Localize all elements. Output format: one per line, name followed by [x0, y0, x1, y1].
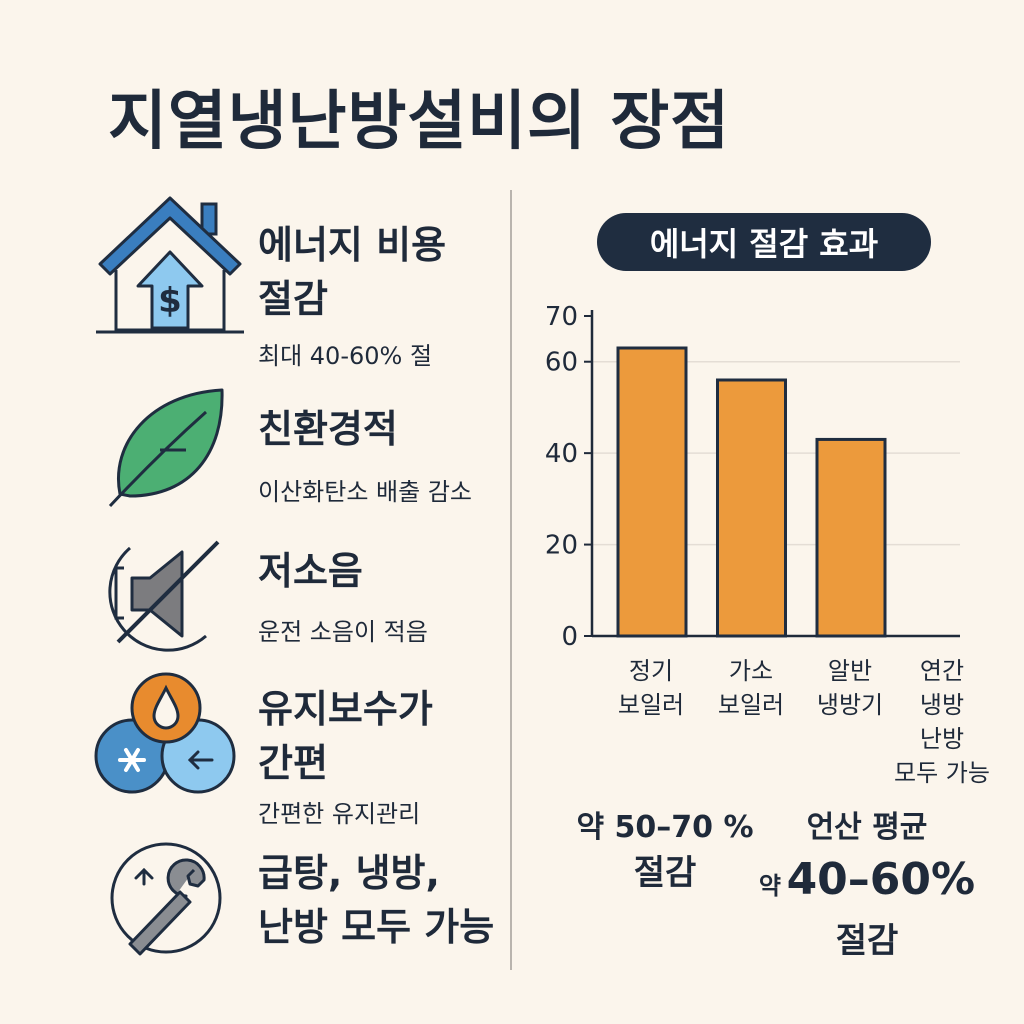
benefit-title: 간편	[258, 741, 328, 785]
benefit-title: 절감	[258, 277, 328, 321]
y-tick-label: 70	[545, 302, 578, 332]
svg-text:$: $	[158, 281, 182, 321]
savings-note-left-line2: 절감	[633, 853, 697, 893]
category-label-line: 난방	[919, 725, 965, 753]
savings-note-right-top: 언산 평균	[806, 810, 928, 845]
category-label-line: 보일러	[617, 691, 685, 719]
bar	[815, 437, 887, 638]
muted-speaker-icon	[90, 538, 250, 662]
benefit-title: 에너지 비용	[258, 223, 447, 267]
savings-note-right-bottom: 절감	[835, 921, 899, 961]
category-label: 가소 보일러	[696, 654, 806, 722]
category-label-line: 냉방	[919, 691, 965, 719]
savings-note-left-line1: 약 50–70 %	[576, 810, 754, 845]
benefit-energy-cost: $ 에너지 비용 절감 최대 40-60% 절	[0, 190, 510, 380]
category-label-line: 가소	[728, 657, 774, 685]
category-label-line: 연간	[919, 657, 965, 685]
wrench-icon	[90, 840, 250, 964]
category-label-line: 정기	[628, 657, 674, 685]
benefit-subtitle: 운전 소음이 적음	[258, 618, 428, 646]
benefit-easy-maintenance: 유지보수가 간편 간편한 유지관리	[0, 670, 510, 830]
water-snow-cycle-icon	[90, 670, 250, 804]
chart-title-pill: 에너지 절감 효과	[597, 213, 931, 271]
y-tick-label: 60	[545, 348, 578, 378]
bar	[616, 346, 688, 638]
category-label: 정기 보일러	[596, 654, 706, 722]
savings-note-right-value-row: 약 40–60%	[752, 850, 982, 919]
benefit-title: 난방 모두 가능	[258, 905, 495, 949]
benefit-title: 유지보수가	[258, 687, 433, 731]
savings-note-left: 약 50–70 % 절감	[570, 806, 760, 896]
benefit-all-modes: 급탕, 냉방, 난방 모두 가능	[0, 840, 510, 970]
category-label-line: 보일러	[717, 691, 785, 719]
benefit-low-noise: 저소음 운전 소음이 적음	[0, 530, 510, 670]
category-label-line: 냉방기	[816, 691, 884, 719]
column-divider	[510, 190, 512, 970]
benefit-subtitle: 최대 40-60% 절	[258, 342, 433, 370]
category-label-line: 모두 가능	[894, 759, 990, 787]
page-title: 지열냉난방설비의 장점	[108, 85, 731, 159]
y-tick-label: 20	[545, 531, 578, 561]
y-tick-label: 0	[561, 622, 578, 650]
benefit-subtitle: 간편한 유지관리	[258, 800, 421, 828]
house-dollar-icon: $	[90, 190, 250, 344]
benefit-title: 급탕, 냉방,	[258, 851, 440, 895]
bar	[716, 378, 787, 638]
leaf-icon	[90, 384, 250, 518]
y-tick-label: 40	[545, 439, 578, 469]
benefit-subtitle: 이산화탄소 배출 감소	[258, 478, 472, 506]
savings-note-right-prefix: 약	[758, 872, 781, 900]
savings-note-right-value: 40–60%	[786, 854, 976, 905]
benefit-title: 저소음	[258, 549, 363, 593]
category-label: 연간 냉방 난방 모두 가능	[880, 654, 1004, 790]
savings-note-right: 언산 평균 약 40–60% 절감	[752, 806, 982, 963]
benefit-title: 친환경적	[258, 407, 398, 451]
category-label-line: 알반	[827, 657, 873, 685]
benefit-eco: 친환경적 이산화탄소 배출 감소	[0, 380, 510, 520]
savings-bar-chart: 0 20 40 60 70	[545, 302, 960, 650]
category-label: 알반 냉방기	[795, 654, 905, 722]
